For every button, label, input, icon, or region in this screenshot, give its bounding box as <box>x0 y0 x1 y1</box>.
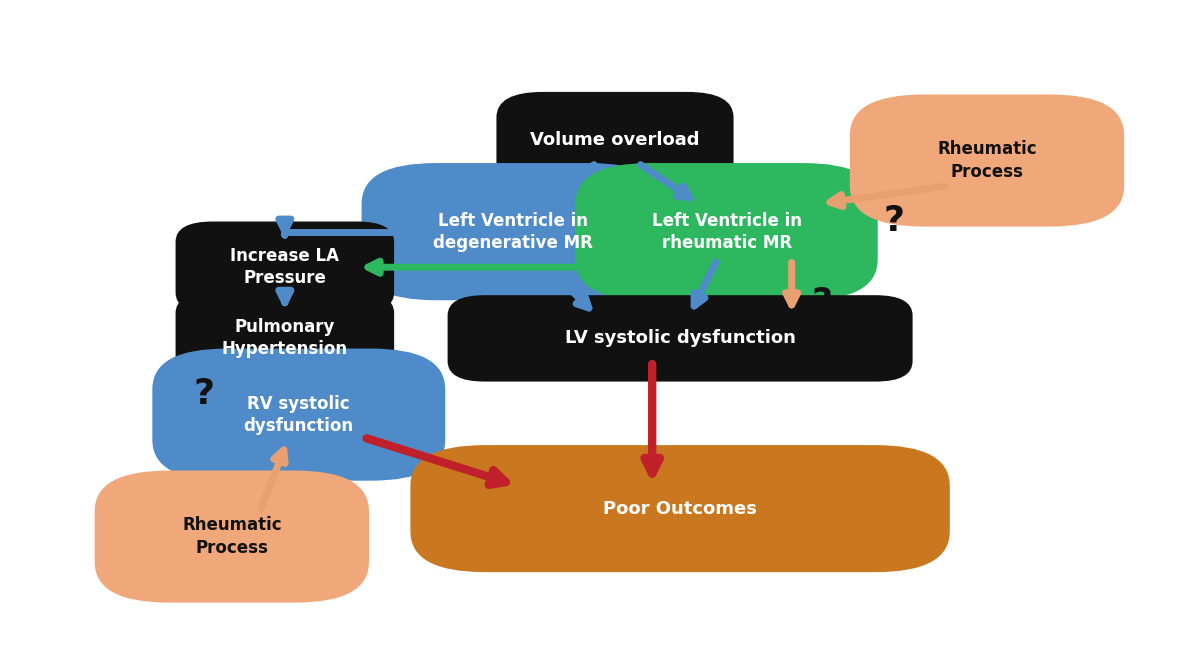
FancyBboxPatch shape <box>410 445 949 572</box>
FancyBboxPatch shape <box>576 163 877 300</box>
FancyBboxPatch shape <box>361 163 664 300</box>
FancyBboxPatch shape <box>448 295 913 381</box>
Text: RV systolic
dysfunction: RV systolic dysfunction <box>244 395 354 435</box>
Text: ?: ? <box>193 378 215 411</box>
FancyBboxPatch shape <box>152 348 445 480</box>
FancyBboxPatch shape <box>175 292 394 384</box>
Text: ?: ? <box>883 205 905 238</box>
Text: Left Ventricle in
rheumatic MR: Left Ventricle in rheumatic MR <box>652 212 802 251</box>
Text: Volume overload: Volume overload <box>530 131 700 149</box>
FancyBboxPatch shape <box>850 94 1124 226</box>
Text: ?: ? <box>812 286 833 320</box>
Text: Rheumatic
Process: Rheumatic Process <box>937 141 1037 181</box>
Text: Rheumatic
Process: Rheumatic Process <box>182 517 282 556</box>
Text: Poor Outcomes: Poor Outcomes <box>604 500 757 517</box>
FancyBboxPatch shape <box>497 92 733 189</box>
FancyBboxPatch shape <box>175 222 394 313</box>
FancyBboxPatch shape <box>95 471 370 603</box>
Text: Left Ventricle in
degenerative MR: Left Ventricle in degenerative MR <box>433 212 593 251</box>
Text: Pulmonary
Hypertension: Pulmonary Hypertension <box>222 318 348 358</box>
Text: Increase LA
Pressure: Increase LA Pressure <box>230 247 340 287</box>
Text: LV systolic dysfunction: LV systolic dysfunction <box>565 329 796 347</box>
